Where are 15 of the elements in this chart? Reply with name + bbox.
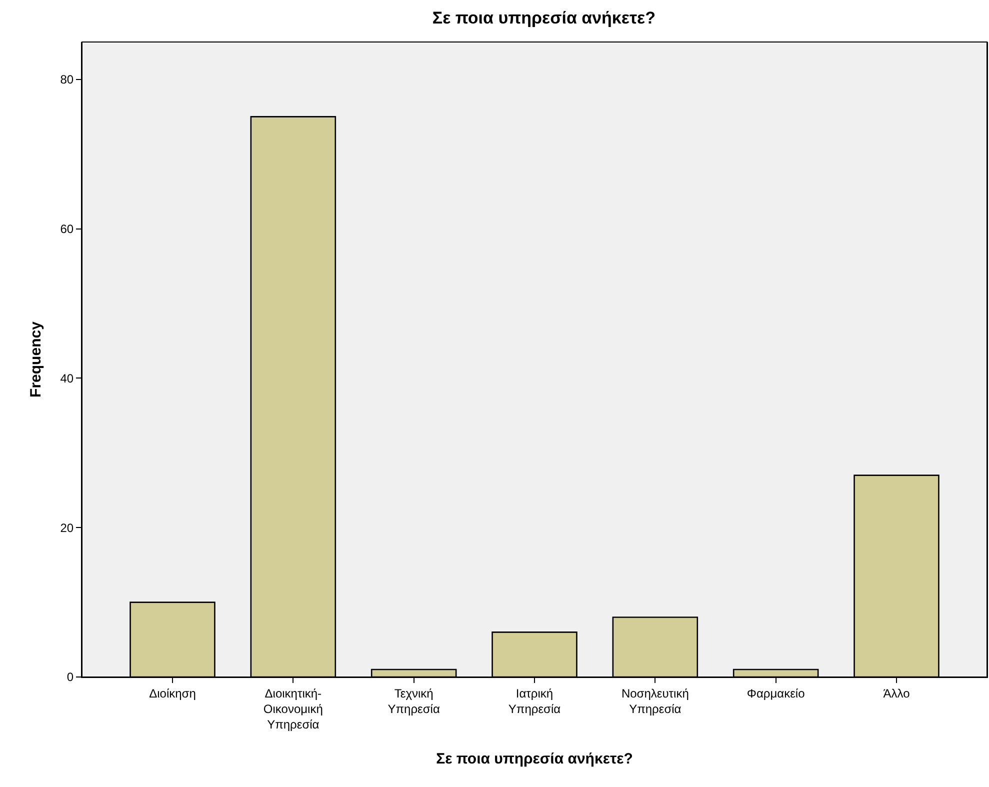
x-tick-label: Διοίκηση: [149, 686, 196, 700]
y-axis-title: Frequency: [27, 320, 44, 398]
chart-title: Σε ποια υπηρεσία ανήκετε?: [432, 8, 656, 28]
x-tick-label: Τεχνική Υπηρεσία: [388, 686, 440, 716]
x-tick-label: Νοσηλευτική Υπηρεσία: [621, 686, 689, 716]
y-tick-label: 40: [60, 371, 74, 386]
y-tick-label: 60: [60, 222, 74, 236]
y-tick-label: 0: [66, 670, 74, 684]
y-tick-label: 20: [60, 520, 74, 535]
x-tick-label: Φαρμακείο: [746, 686, 806, 700]
x-axis-title: Σε ποια υπηρεσία ανήκετε?: [436, 750, 633, 768]
x-tick-label: Άλλο: [883, 686, 910, 700]
y-tick-label: 80: [60, 72, 74, 87]
x-tick-label: Ιατρική Υπηρεσία: [508, 686, 561, 716]
x-tick-label: Διοικητική-Οικονομική Υπηρεσία: [263, 686, 323, 732]
